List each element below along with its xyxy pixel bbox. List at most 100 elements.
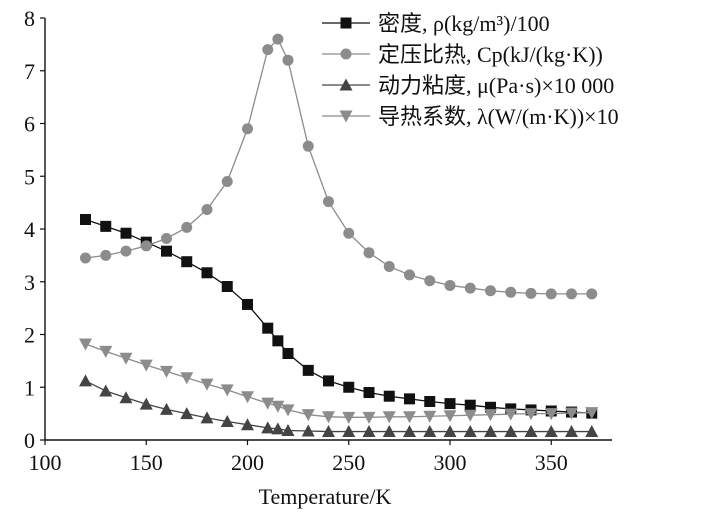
data-point [139,397,153,410]
axes: 0 1 2 3 4 5 6 7 8 100 150 200 250 300 350 [24,6,612,475]
data-point [100,249,112,261]
data-point [271,422,285,435]
data-point [463,425,477,438]
data-point [161,245,172,257]
data-point [362,425,376,438]
data-point [161,232,172,244]
data-point [160,402,173,415]
legend-label: 密度, ρ(kg/m³)/100 [378,11,550,36]
data-point [524,408,538,421]
data-point [181,221,193,233]
data-point [443,410,457,423]
data-point [301,424,315,437]
series-1 [80,214,598,419]
data-point [323,375,334,387]
data-point [79,374,92,387]
data-point [404,269,415,281]
data-point [200,378,214,391]
data-point [99,384,113,397]
data-point [282,347,294,359]
data-point [262,322,274,334]
data-point [160,365,173,378]
legend-entry: 导热系数, λ(W/(m·K))×10 [322,104,619,129]
data-point [444,398,456,410]
data-point [220,384,234,397]
data-point [544,408,558,421]
legend-label: 定压比热, Cp(kJ/(kg·K)) [378,42,603,67]
data-point [180,372,194,385]
legend-marker [339,78,353,91]
data-point [322,425,335,438]
data-point [585,407,599,420]
data-point [343,227,355,239]
data-point [272,335,284,347]
data-point [342,411,356,424]
data-point [322,411,335,424]
series-4 [79,338,599,424]
data-point [463,409,477,422]
x-tick-label: 300 [434,450,467,475]
data-point [302,140,314,152]
data-point [565,425,578,438]
legend: 密度, ρ(kg/m³)/100 定压比热, Cp(kJ/(kg·K)) 动力粘度,… [322,11,619,129]
data-point [403,411,416,424]
y-tick-label: 5 [24,164,35,189]
y-tick-label: 7 [24,59,35,84]
data-point [484,425,497,438]
series-3 [79,374,599,438]
data-point [100,220,112,232]
data-point [424,275,436,287]
data-point [140,240,152,252]
x-tick-label: 250 [332,450,365,475]
data-point [201,203,213,215]
data-point [423,425,437,438]
data-point [524,425,538,438]
data-point [382,411,396,424]
series-2 [80,33,598,300]
legend-marker [340,17,352,29]
data-point [180,407,194,420]
data-point [221,176,233,188]
legend-label: 导热系数, λ(W/(m·K))×10 [378,104,619,129]
y-tick-label: 1 [24,375,35,400]
data-point [242,298,253,310]
data-point [241,391,254,404]
legend-entry: 密度, ρ(kg/m³)/100 [322,11,550,36]
x-axis-title: Temperature/K [259,484,392,509]
y-tick-label: 0 [24,428,35,453]
data-point [404,393,415,405]
data-point [382,425,396,438]
data-point [80,214,91,226]
legend-label: 动力粘度, μ(Pa·s)×10 000 [378,73,614,98]
data-point [181,256,193,268]
data-point [302,364,314,376]
data-point [525,287,537,299]
x-tick-label: 350 [535,450,568,475]
data-point [119,352,133,365]
data-point [484,409,497,422]
data-point [363,387,375,399]
data-point [220,415,234,428]
data-point [565,407,578,420]
data-point [343,381,355,393]
x-tick-label: 100 [29,450,62,475]
data-point [281,404,295,417]
data-point [504,425,518,438]
data-point [403,425,416,438]
data-point [119,391,133,404]
data-point [444,279,456,291]
data-point [261,397,275,410]
data-point [272,33,284,45]
data-point [505,286,517,298]
data-point [566,288,577,300]
data-point [363,247,375,259]
data-point [585,425,599,438]
data-point [423,410,437,423]
data-point [485,401,496,413]
data-point [261,421,275,434]
data-point [464,399,476,411]
data-point [301,409,315,422]
data-point [281,424,295,437]
data-point [271,400,285,413]
